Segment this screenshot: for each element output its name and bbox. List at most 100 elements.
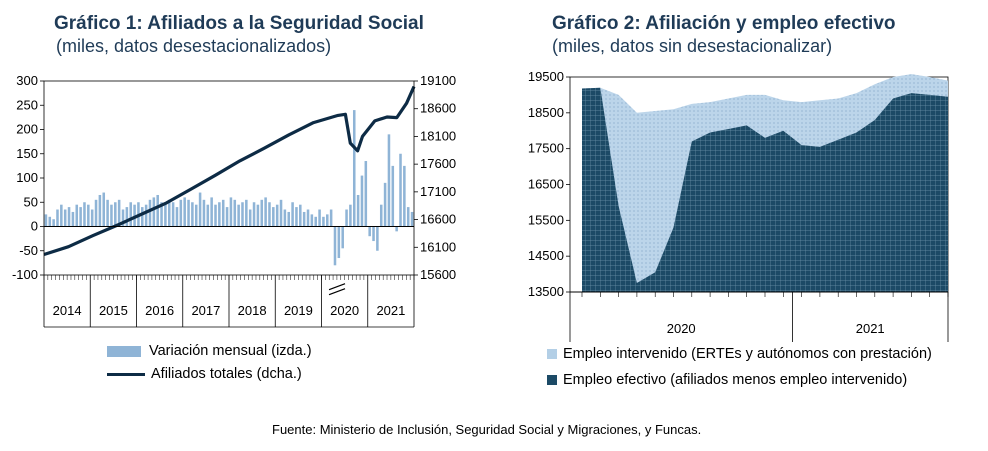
variacion-bar <box>56 209 59 227</box>
right-tick-label: 17100 <box>420 184 456 199</box>
variacion-bar <box>179 199 183 227</box>
variacion-bar <box>399 153 402 227</box>
variacion-bar <box>125 207 129 227</box>
y-tick-label: 15500 <box>528 212 564 227</box>
variacion-bar <box>256 204 260 227</box>
left-tick-label: 300 <box>16 73 38 88</box>
variacion-bar <box>287 211 291 227</box>
variacion-bar <box>164 204 167 227</box>
y-tick-label: 13500 <box>528 284 564 299</box>
left-tick-label: 150 <box>16 146 38 161</box>
variacion-bar <box>67 207 71 227</box>
variacion-bar <box>295 207 298 227</box>
afiliados-totales-line <box>43 85 416 257</box>
variacion-bar <box>299 204 302 227</box>
variacion-bar <box>71 211 75 227</box>
variacion-bar <box>356 194 360 227</box>
right-tick-label: 17600 <box>420 156 456 171</box>
variacion-bar <box>329 209 333 227</box>
right-tick-label: 18600 <box>420 101 456 116</box>
variacion-bar <box>237 204 240 227</box>
left-tick-label: -100 <box>12 267 38 282</box>
right-tick-label: 16100 <box>420 239 456 254</box>
right-tick-label: 19100 <box>420 73 456 88</box>
variacion-bar <box>183 197 186 227</box>
variacion-bar <box>110 204 113 227</box>
variacion-bar <box>79 207 82 227</box>
variacion-bar <box>268 202 271 227</box>
legend-light: Empleo intervenido (ERTEs y autónomos co… <box>547 346 932 362</box>
variacion-bar <box>206 204 210 227</box>
variacion-bar <box>156 194 159 227</box>
year-label: 2017 <box>191 303 220 318</box>
year-label: 2020 <box>667 321 696 336</box>
variacion-bar <box>148 199 152 227</box>
chart2-title: Gráfico 2: Afiliación y empleo efectivo <box>552 13 896 34</box>
variacion-bar <box>175 207 179 227</box>
variacion-bar <box>160 202 163 227</box>
variacion-bar <box>98 194 102 227</box>
axis-break-mark <box>328 288 346 296</box>
variacion-bar <box>372 226 375 242</box>
variacion-bar <box>210 197 213 227</box>
variacion-bar <box>252 202 256 227</box>
variacion-bar <box>379 204 383 227</box>
variacion-bar <box>283 209 287 227</box>
variacion-bar <box>241 202 244 227</box>
legend-light-label: Empleo intervenido (ERTEs y autónomos co… <box>563 346 932 362</box>
variacion-bar <box>322 216 325 227</box>
left-tick-label: 250 <box>16 97 38 112</box>
variacion-bar <box>291 202 294 227</box>
legend-dark: Empleo efectivo (afiliados menos empleo … <box>547 372 907 388</box>
variacion-bar <box>202 199 206 227</box>
variacion-bar <box>391 165 395 227</box>
variacion-bar <box>272 207 275 227</box>
variacion-bar <box>214 204 217 227</box>
variacion-bar <box>387 134 391 227</box>
variacion-bar <box>326 214 329 227</box>
right-tick-label: 15600 <box>420 267 456 282</box>
chart2-svg: 19500 18500 17500 16500 15500 14500 13500 2020 2… <box>528 69 949 342</box>
chart1-subtitle: (miles, datos desestacionalizados) <box>56 36 332 56</box>
variacion-bar <box>245 199 248 227</box>
variacion-bar <box>87 204 90 227</box>
variacion-bar <box>406 207 410 227</box>
variacion-bar <box>229 197 233 227</box>
y-tick-label: 16500 <box>528 177 564 192</box>
variacion-bar <box>345 209 348 227</box>
year-label: 2021 <box>856 321 885 336</box>
axis-break-mark <box>328 283 346 291</box>
variacion-bar <box>314 216 317 227</box>
variacion-bar <box>302 211 306 227</box>
left-tick-label: 50 <box>24 194 38 209</box>
variacion-bar <box>144 204 148 227</box>
variacion-bar <box>248 209 252 227</box>
variacion-bar <box>310 214 314 227</box>
year-label: 2019 <box>284 303 313 318</box>
variacion-bar <box>194 204 198 227</box>
variacion-bar <box>167 199 171 227</box>
variacion-bar <box>352 110 356 227</box>
variacion-bar <box>360 175 364 227</box>
year-label: 2014 <box>53 303 82 318</box>
variacion-bar <box>106 199 109 227</box>
variacion-bar <box>117 199 121 227</box>
y-tick-label: 14500 <box>528 248 564 263</box>
chart1-title: Gráfico 1: Afiliados a la Seguridad Soci… <box>54 13 424 34</box>
variacion-bar <box>260 199 264 227</box>
left-tick-label: -50 <box>19 243 38 258</box>
variacion-bar <box>403 165 406 227</box>
chart1-svg: 300 250 200 150 100 50 0 -50 -100 19100 18600 18100… <box>12 73 456 328</box>
y-tick-label: 17500 <box>528 141 564 156</box>
variacion-bar <box>191 202 194 227</box>
variacion-bar <box>52 219 55 227</box>
variacion-bar <box>121 209 125 227</box>
y-tick-label: 19500 <box>528 69 564 84</box>
legend-bars-label: Variación mensual (izda.) <box>149 343 312 359</box>
variacion-bar <box>225 207 229 227</box>
variacion-bar <box>133 204 136 227</box>
year-label: 2020 <box>330 303 359 318</box>
variacion-bar <box>75 204 79 227</box>
year-label: 2018 <box>238 303 267 318</box>
variacion-bar <box>349 204 352 227</box>
